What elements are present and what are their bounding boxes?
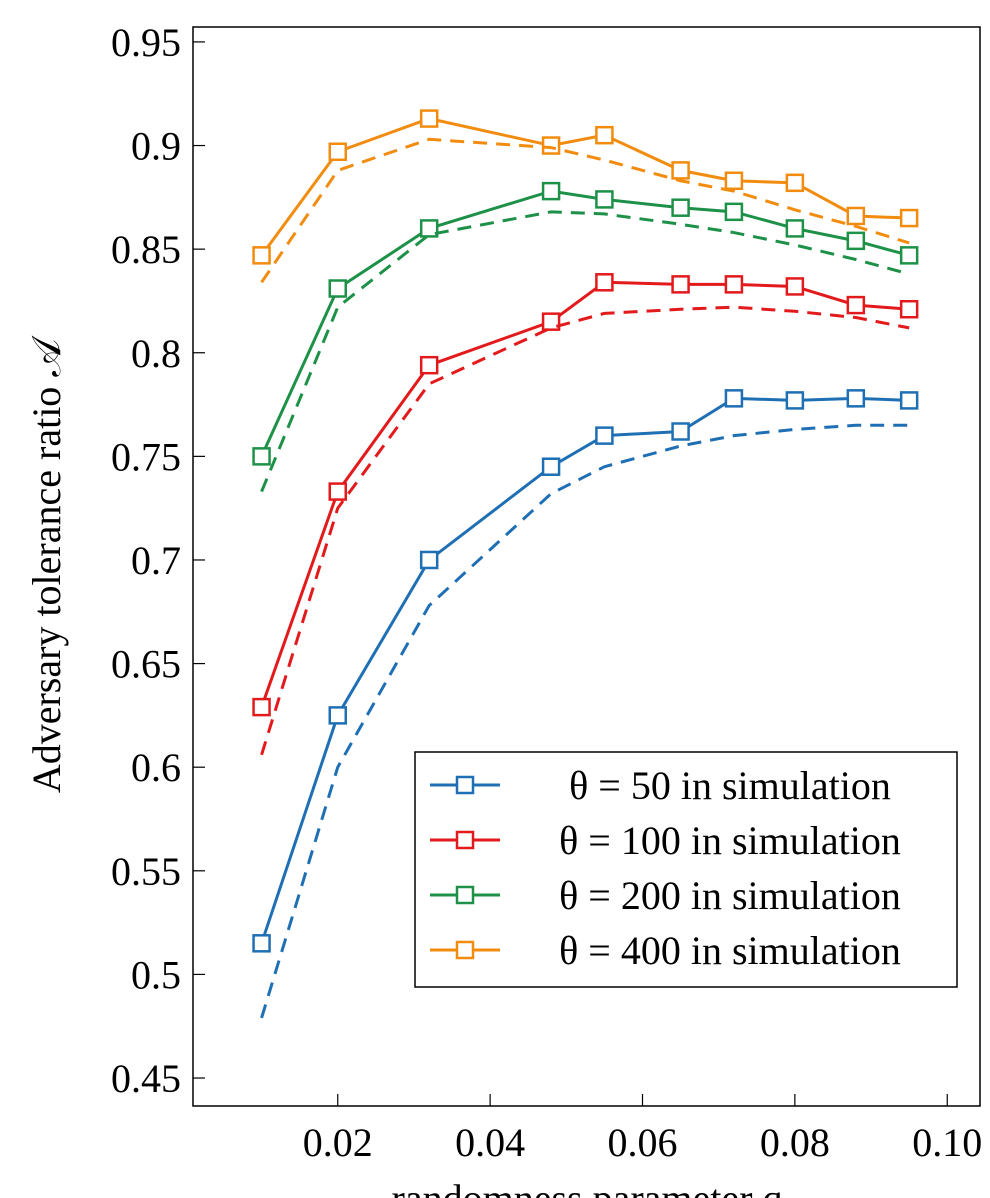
legend-marker — [455, 830, 475, 850]
y-tick-label: 0.8 — [131, 331, 181, 376]
x-tick-label: 0.10 — [912, 1120, 982, 1165]
marker — [899, 208, 919, 228]
marker — [785, 173, 805, 193]
marker — [724, 202, 744, 222]
legend-marker — [455, 940, 475, 960]
marker — [419, 219, 439, 238]
marker — [724, 275, 744, 294]
legend-label: θ = 100 in simulation — [559, 818, 901, 863]
y-tick-label: 0.5 — [131, 952, 181, 997]
legend-label: θ = 200 in simulation — [559, 873, 901, 918]
marker — [671, 161, 690, 180]
model-line — [260, 423, 910, 1019]
marker — [541, 181, 561, 201]
marker — [846, 206, 866, 226]
x-tick-label: 0.04 — [455, 1120, 525, 1165]
y-tick-label: 0.45 — [111, 1056, 181, 1101]
marker — [846, 295, 866, 315]
marker — [252, 246, 271, 265]
marker — [595, 125, 614, 145]
series-line — [260, 189, 910, 457]
marker — [419, 109, 439, 128]
x-tick-label: 0.06 — [607, 1120, 677, 1165]
x-axis-label: randomness parameter q — [392, 1176, 783, 1198]
legend-label: θ = 50 in simulation — [569, 763, 891, 808]
series-line — [260, 280, 910, 708]
marker — [419, 355, 439, 375]
y-axis-label: Adversary tolerance ratio 𝒜 — [24, 335, 69, 793]
marker — [671, 198, 690, 217]
marker — [252, 697, 271, 717]
marker — [724, 389, 744, 408]
marker — [328, 482, 348, 501]
marker — [328, 279, 348, 298]
model-line — [260, 210, 910, 493]
marker — [724, 171, 744, 191]
legend-marker — [455, 775, 475, 795]
marker — [846, 389, 866, 408]
y-tick-label: 0.6 — [131, 745, 181, 790]
y-tick-label: 0.65 — [111, 642, 181, 687]
marker — [252, 934, 271, 953]
y-tick-label: 0.75 — [111, 434, 181, 479]
marker — [671, 422, 690, 441]
marker — [595, 190, 614, 209]
marker — [595, 273, 614, 292]
y-tick-label: 0.7 — [131, 538, 181, 583]
model-line — [260, 137, 910, 284]
marker — [899, 391, 919, 410]
y-tick-label: 0.9 — [131, 124, 181, 169]
marker — [541, 136, 561, 155]
marker — [671, 275, 690, 294]
legend-label: θ = 400 in simulation — [559, 928, 901, 973]
series-line — [260, 117, 910, 257]
marker — [541, 457, 561, 476]
marker — [328, 706, 348, 725]
marker — [899, 299, 919, 319]
marker — [595, 426, 614, 445]
marker — [785, 219, 805, 238]
legend-box — [414, 751, 958, 988]
marker — [785, 391, 805, 410]
y-tick-label: 0.95 — [111, 20, 181, 65]
marker — [541, 312, 561, 331]
series-line — [260, 396, 910, 944]
marker — [846, 231, 866, 251]
marker — [785, 277, 805, 296]
x-tick-label: 0.02 — [303, 1120, 373, 1165]
plot-frame — [192, 26, 981, 1107]
y-tick-label: 0.85 — [111, 227, 181, 272]
model-line — [260, 305, 910, 756]
marker — [252, 447, 271, 466]
marker — [419, 550, 439, 570]
legend-marker — [455, 885, 475, 905]
marker — [328, 142, 348, 161]
y-tick-label: 0.55 — [111, 849, 181, 894]
marker — [899, 246, 919, 265]
x-tick-label: 0.08 — [760, 1120, 830, 1165]
